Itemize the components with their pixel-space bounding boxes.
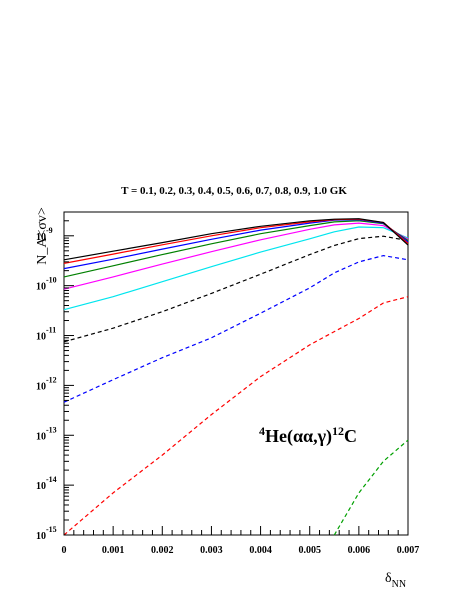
y-tick-label: 10-11 [36, 326, 56, 343]
series-line-6 [63, 222, 409, 290]
series-line-7 [63, 220, 409, 278]
x-axis-label-main: δ [385, 571, 392, 586]
y-tick-label: 10-15 [36, 525, 57, 542]
y-tick-label: 10-9 [36, 226, 53, 243]
series-line-10 [63, 218, 409, 261]
y-tick-label: 10-13 [36, 425, 57, 442]
x-tick-label: 0.007 [397, 545, 420, 556]
x-axis: 0 0.001 0.002 0.003 0.004 0.005 0.006 0.007 [62, 526, 420, 556]
x-tick-label: 0.005 [298, 545, 321, 556]
x-tick-label: 0.001 [102, 545, 125, 556]
annotation-mass-4: 4 [259, 424, 265, 438]
series-group [63, 218, 409, 536]
series-line-5 [63, 226, 409, 311]
series-line-3 [63, 255, 409, 403]
chart-title: T = 0.1, 0.2, 0.3, 0.4, 0.5, 0.6, 0.7, 0… [121, 185, 347, 197]
x-tick-label: 0.003 [200, 545, 223, 556]
annotation-carbon: C [344, 426, 357, 446]
plot-frame [63, 211, 409, 536]
x-axis-label-sub: NN [392, 579, 406, 590]
series-line-1 [333, 439, 409, 536]
x-tick-label: 0 [62, 545, 67, 556]
x-tick-label: 0.002 [151, 545, 174, 556]
annotation-mass-12: 12 [332, 424, 344, 438]
y-axis: 10-15 10-14 10-13 10-12 10-11 10-10 10-9 [36, 220, 74, 542]
annotation-reaction: He(αα,γ) [265, 426, 332, 447]
x-axis-label: δNN [385, 571, 406, 590]
x-tick-label: 0.004 [249, 545, 272, 556]
y-tick-label: 10-14 [36, 475, 57, 492]
series-line-4 [63, 235, 409, 343]
series-line-2 [63, 296, 409, 536]
y-axis-label: N_A<σv> [35, 207, 50, 265]
reaction-annotation: 4He(αα,γ)12C [259, 424, 357, 447]
series-line-9 [63, 218, 409, 264]
x-tick-label: 0.006 [348, 545, 371, 556]
y-tick-label: 10-12 [36, 375, 57, 392]
y-tick-label: 10-10 [36, 276, 57, 293]
